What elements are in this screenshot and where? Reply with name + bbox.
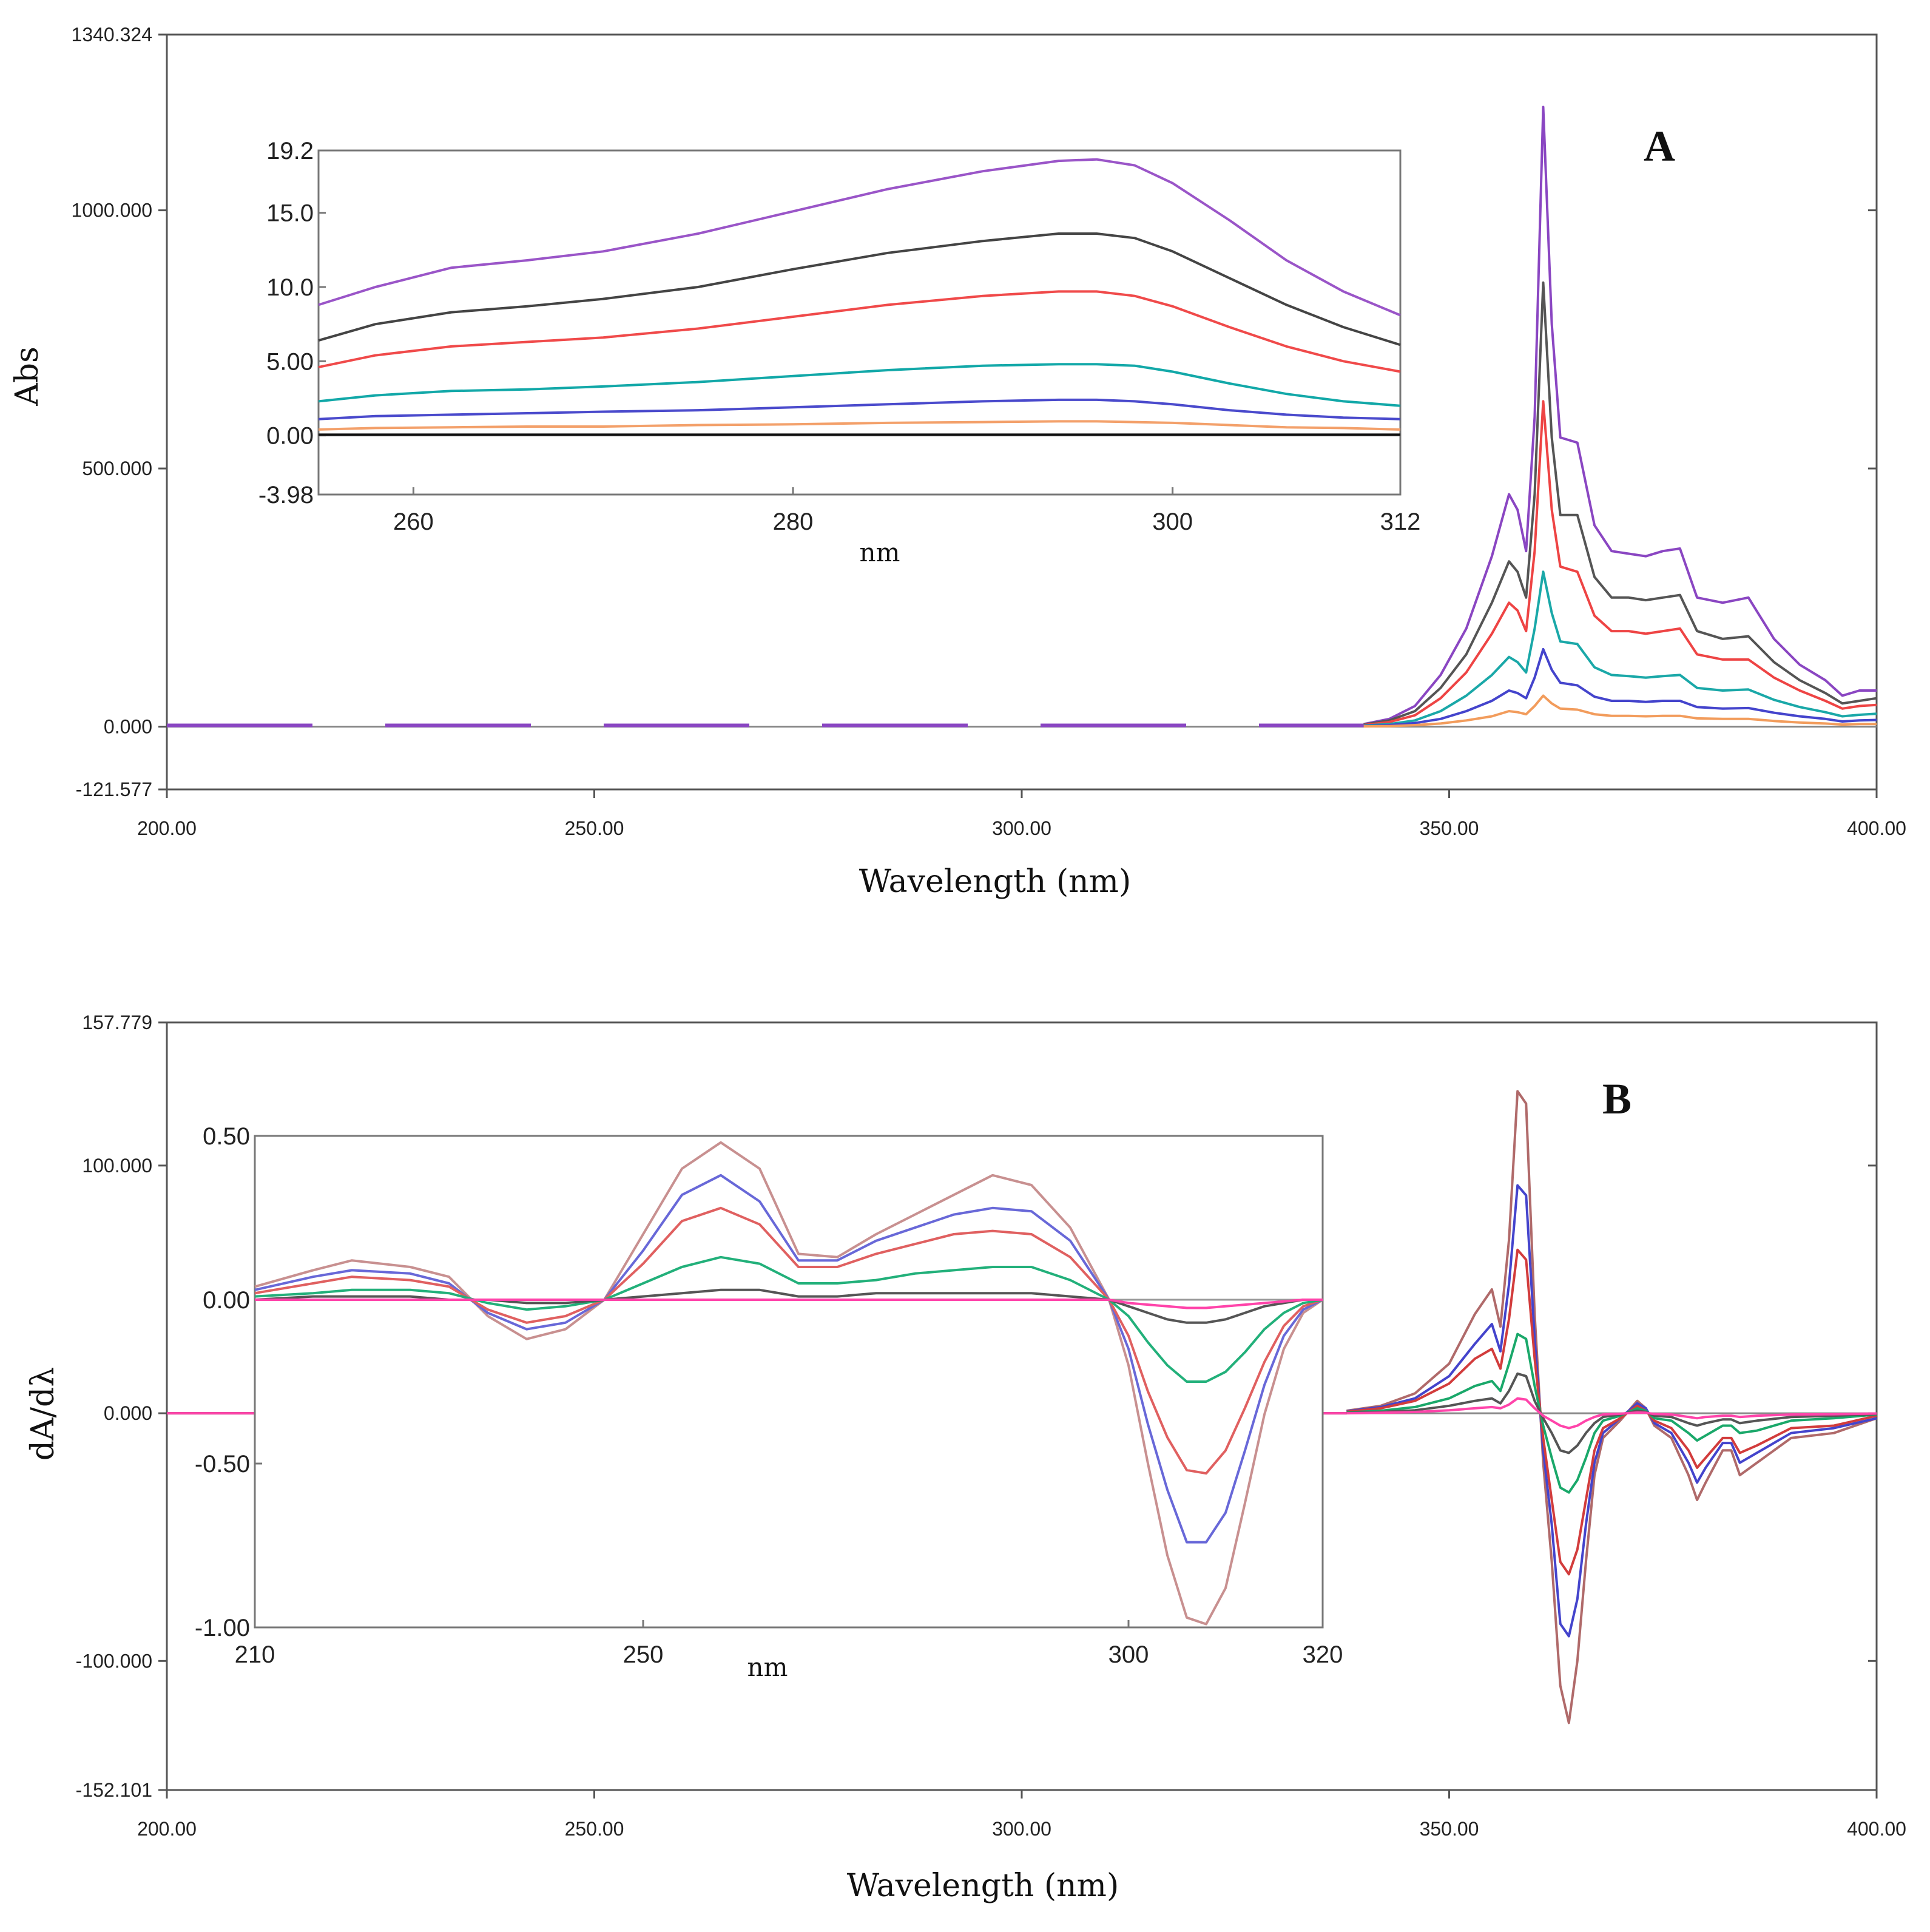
x-tick-label: 300.00	[992, 1818, 1051, 1840]
inset-y-tick-label: -0.50	[195, 1451, 250, 1478]
inset-series-line-3	[318, 290, 1401, 373]
y-tick-label: -121.577	[76, 779, 152, 800]
y-tick-label: 0.000	[104, 716, 152, 738]
inset-y-tick-label: -3.98	[258, 482, 314, 508]
series-line-4	[1363, 570, 1877, 727]
series-line-3	[1346, 1248, 1877, 1576]
inset-series-line-6	[255, 1299, 1323, 1309]
x-tick-label: 250.00	[565, 1818, 624, 1840]
x-tick-label: 400.00	[1847, 817, 1906, 839]
x-tick-label: 200.00	[137, 817, 197, 839]
inset-frame	[317, 149, 1402, 496]
inset-x-tick-label: 300	[1108, 1641, 1149, 1668]
inset-series-line-6	[318, 420, 1401, 431]
x-tick-label: 250.00	[565, 817, 624, 839]
y-axis-label: dA/dλ	[25, 1367, 61, 1461]
inset-y-tick-label: 5.00	[266, 348, 314, 375]
x-tick-label: 300.00	[992, 817, 1051, 839]
y-tick-label: 0.000	[104, 1402, 152, 1424]
chart-panel-b: 157.779 100.000 0.000 -100.000 -152.101 200.0…	[25, 1012, 1906, 1904]
inset-series-line-2	[318, 232, 1401, 346]
series-line-4	[1346, 1332, 1877, 1494]
x-axis-label: Wavelength (nm)	[847, 1868, 1119, 1904]
inset-y-tick-label: 0.50	[203, 1123, 250, 1150]
series-line-2	[1363, 281, 1877, 726]
series-line-1	[1363, 106, 1877, 726]
series-line-1	[1346, 1090, 1877, 1724]
inset-plot: 19.2 15.0 10.0 5.00 0.00 -3.98 260 280 300 312 nm	[258, 138, 1421, 567]
inset-series-line-2	[254, 1174, 1323, 1544]
y-tick-label: -152.101	[76, 1779, 152, 1801]
inset-x-tick-label: 260	[393, 508, 434, 535]
series-line-6	[1346, 1397, 1877, 1430]
inset-series-line-1	[254, 1141, 1324, 1626]
series-line-5	[1363, 647, 1877, 728]
y-tick-label: 100.000	[82, 1155, 152, 1177]
inset-frame	[254, 1135, 1324, 1629]
inset-x-tick-label: 250	[623, 1641, 664, 1668]
inset-y-tick-label: 19.2	[266, 138, 314, 164]
inset-series-line-5	[318, 398, 1401, 421]
y-tick-label: -100.000	[76, 1650, 152, 1672]
inset-y-tick-label: 10.0	[266, 274, 314, 301]
y-axis-label: Abs	[9, 346, 46, 407]
inset-y-tick-label: -1.00	[195, 1615, 250, 1641]
x-tick-label: 200.00	[137, 1818, 197, 1840]
inset-series-line-4	[318, 363, 1401, 407]
y-tick-label: 500.000	[82, 458, 152, 479]
series-line-5	[1346, 1372, 1877, 1454]
y-tick-label: 1000.000	[72, 200, 152, 221]
series-line-3	[1363, 400, 1877, 726]
series-line-6	[1363, 694, 1877, 728]
inset-x-tick-label: 280	[773, 508, 814, 535]
inset-series-line-3	[254, 1206, 1323, 1475]
inset-series-line-4	[254, 1255, 1323, 1383]
x-tick-label: 400.00	[1847, 1818, 1906, 1840]
y-tick-label: 157.779	[82, 1012, 152, 1033]
inset-y-tick-label: 0.00	[266, 423, 314, 450]
inset-x-tick-label: 300	[1152, 508, 1193, 535]
inset-x-axis-label: nm	[747, 1652, 788, 1682]
chart-panel-a: 1340.324 1000.000 500.000 0.000 -121.577 200.…	[9, 24, 1906, 900]
inset-series-line-1	[318, 158, 1401, 317]
inset-y-tick-label: 0.00	[203, 1287, 250, 1314]
series-line-2	[1346, 1184, 1877, 1638]
panel-label: A	[1644, 122, 1675, 171]
x-tick-label: 350.00	[1420, 1818, 1479, 1840]
inset-x-tick-label: 312	[1380, 508, 1421, 535]
inset-x-tick-label: 320	[1303, 1641, 1343, 1668]
panel-label: B	[1602, 1075, 1631, 1123]
x-tick-label: 350.00	[1420, 817, 1479, 839]
x-axis-label: Wavelength (nm)	[859, 863, 1132, 900]
inset-x-axis-label: nm	[860, 538, 900, 567]
inset-y-tick-label: 15.0	[266, 200, 314, 227]
inset-x-tick-label: 210	[235, 1641, 275, 1668]
y-tick-label: 1340.324	[72, 24, 152, 46]
